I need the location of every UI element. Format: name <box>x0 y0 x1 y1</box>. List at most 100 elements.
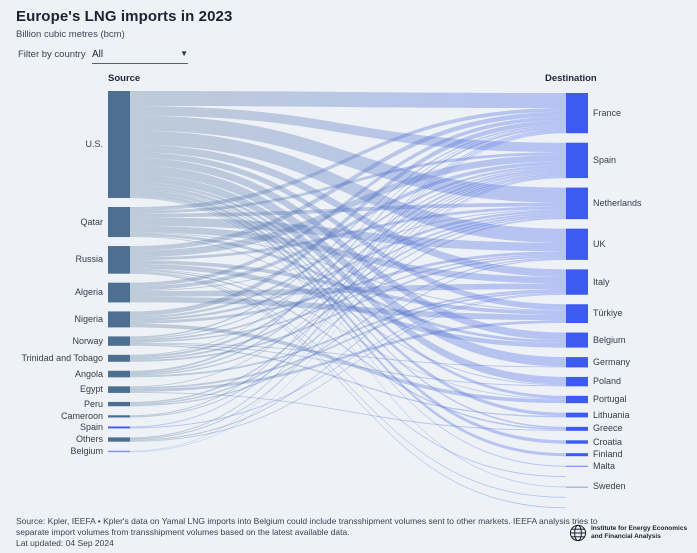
destination-label-pl: Poland <box>593 376 622 387</box>
destination-node-tr[interactable] <box>566 304 588 324</box>
flow-us-uk[interactable] <box>130 130 566 243</box>
flow-belgium_src-es[interactable] <box>130 177 566 453</box>
source-node-qatar[interactable] <box>108 206 130 238</box>
source-node-cameroon[interactable] <box>108 415 130 418</box>
destination-node-uk[interactable] <box>566 228 588 260</box>
flow-us-fi[interactable] <box>130 193 566 457</box>
destination-label-gr: Greece <box>593 423 623 434</box>
source-node-us[interactable] <box>108 91 130 198</box>
flow-tt-nl[interactable] <box>130 214 566 360</box>
flow-egypt-it[interactable] <box>130 290 566 390</box>
flow-qatar-nl[interactable] <box>130 202 566 218</box>
flow-russia-nl[interactable] <box>130 206 566 261</box>
destination-node-se[interactable] <box>566 486 588 488</box>
flow-russia-out2[interactable] <box>130 271 566 498</box>
destination-node-nl[interactable] <box>566 187 588 220</box>
flow-spain_src-it[interactable] <box>130 292 566 429</box>
destination-label-uk: UK <box>593 238 606 249</box>
flow-qatar-it[interactable] <box>130 225 566 284</box>
page-title: Europe's LNG imports in 2023 <box>16 8 233 25</box>
flow-egypt-es[interactable] <box>130 172 566 388</box>
source-node-norway[interactable] <box>108 336 130 346</box>
flow-cameroon-fr[interactable] <box>130 129 566 417</box>
flow-algeria-es[interactable] <box>130 161 566 291</box>
flow-peru-nl[interactable] <box>130 217 566 405</box>
flow-qatar-tr[interactable] <box>130 232 566 311</box>
flow-nigeria-fr[interactable] <box>130 120 566 317</box>
flow-russia-out3[interactable] <box>130 272 566 509</box>
source-label-others: Others <box>75 434 103 445</box>
flow-peru-es[interactable] <box>130 173 566 404</box>
flow-norway-es[interactable] <box>130 167 566 340</box>
flow-cameroon-es[interactable] <box>130 175 566 418</box>
flow-norway-pl[interactable] <box>130 343 566 387</box>
flow-us-hr[interactable] <box>130 189 566 444</box>
destination-node-be[interactable] <box>566 332 588 348</box>
flow-qatar-fr[interactable] <box>130 108 566 211</box>
flow-russia-es[interactable] <box>130 154 566 258</box>
last-updated: Lat updated: 04 Sep 2024 <box>16 538 114 548</box>
destination-node-it[interactable] <box>566 269 588 295</box>
flow-nigeria-nl[interactable] <box>130 210 566 321</box>
flow-others-it[interactable] <box>130 293 566 442</box>
flow-nigeria-pt[interactable] <box>130 323 566 404</box>
flow-tt-fr[interactable] <box>130 126 566 356</box>
destination-node-fi[interactable] <box>566 453 588 457</box>
source-column-header: Source <box>108 73 141 84</box>
flow-russia-out1[interactable] <box>130 270 566 478</box>
flow-us-se[interactable] <box>130 197 566 488</box>
destination-label-mt: Malta <box>593 460 616 471</box>
destination-label-fi: Finland <box>593 449 623 460</box>
flow-us-lt[interactable] <box>130 185 566 417</box>
source-node-spain_src[interactable] <box>108 426 130 429</box>
source-node-egypt[interactable] <box>108 386 130 393</box>
source-label-egypt: Egypt <box>79 384 103 395</box>
source-note: Source: Kpler, IEEFA • Kpler's data on Y… <box>16 516 598 537</box>
country-filter-select[interactable]: All ▼ <box>92 45 188 64</box>
flow-belgium_src-fr[interactable] <box>130 132 566 452</box>
page-subtitle: Billion cubic metres (bcm) <box>16 29 125 40</box>
source-node-nigeria[interactable] <box>108 311 130 328</box>
flow-tt-uk[interactable] <box>130 255 566 362</box>
flow-tt-es[interactable] <box>130 168 566 359</box>
destination-label-pt: Portugal <box>593 393 627 404</box>
destination-node-lt[interactable] <box>566 412 588 418</box>
flow-nigeria-es[interactable] <box>130 165 566 319</box>
destination-node-fr[interactable] <box>566 93 588 134</box>
destination-node-pl[interactable] <box>566 376 588 387</box>
flow-norway-nl[interactable] <box>130 212 566 342</box>
source-node-peru[interactable] <box>108 401 130 407</box>
flow-norway-lt[interactable] <box>130 344 566 418</box>
flow-norway-uk[interactable] <box>130 254 566 343</box>
flow-others-uk[interactable] <box>130 258 566 441</box>
destination-node-es[interactable] <box>566 142 588 179</box>
flow-others-fr[interactable] <box>130 131 566 439</box>
flow-peru-uk[interactable] <box>130 257 566 407</box>
flow-russia-fr[interactable] <box>130 111 566 251</box>
source-node-russia[interactable] <box>108 246 130 274</box>
flow-us-fr[interactable] <box>130 91 566 109</box>
flow-egypt-gr[interactable] <box>130 391 566 431</box>
source-node-tt[interactable] <box>108 354 130 362</box>
flow-us-be[interactable] <box>130 157 566 341</box>
destination-node-gr[interactable] <box>566 426 588 431</box>
source-node-angola[interactable] <box>108 370 130 378</box>
destination-node-de[interactable] <box>566 357 588 368</box>
source-node-others[interactable] <box>108 437 130 442</box>
destination-label-de: Germany <box>593 356 631 367</box>
flow-others-es[interactable] <box>130 176 566 440</box>
source-node-algeria[interactable] <box>108 282 130 303</box>
destination-label-fr: France <box>593 107 622 118</box>
flow-angola-it[interactable] <box>130 289 566 378</box>
destination-node-mt[interactable] <box>566 465 588 467</box>
flow-spain_src-fr[interactable] <box>130 130 566 428</box>
flow-egypt-tr[interactable] <box>130 320 566 392</box>
destination-node-pt[interactable] <box>566 395 588 404</box>
logo-text-line1: Institute for Energy Economics <box>591 525 688 533</box>
flow-norway-fr[interactable] <box>130 124 566 338</box>
flow-angola-fr[interactable] <box>130 127 566 373</box>
destination-label-be: Belgium <box>593 334 626 345</box>
source-node-belgium_src[interactable] <box>108 450 130 453</box>
flow-algeria-fr[interactable] <box>130 116 566 287</box>
destination-node-hr[interactable] <box>566 440 588 444</box>
